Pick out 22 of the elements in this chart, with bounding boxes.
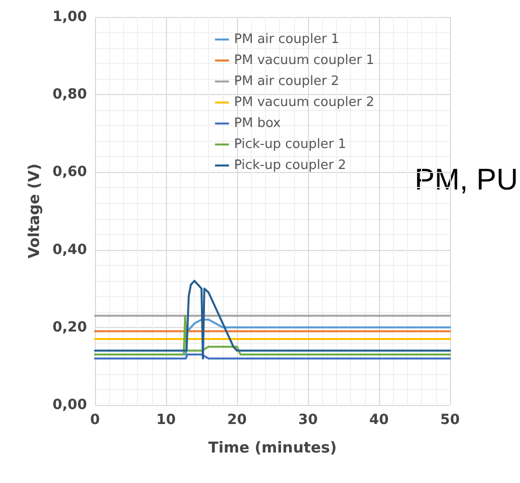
y-tick-label: 0,20 [52,319,88,336]
x-tick-label: 50 [440,412,460,428]
line-series [94,280,451,360]
legend-label: PM vacuum coupler 2 [234,95,374,110]
y-tick-label: 1,00 [52,9,88,25]
legend-label: PM air coupler 1 [234,32,340,47]
y-tick-label: 0,60 [52,164,88,180]
legend-label: PM air coupler 2 [234,74,340,89]
legend-label: Pick-up coupler 1 [234,137,346,152]
x-tick-label: 40 [369,412,389,428]
y-tick-label: 0,40 [52,242,88,258]
y-tick-label: 0,00 [52,397,88,413]
y-axis-title: Voltage (V) [25,164,44,258]
x-axis-title: Time (minutes) [208,438,337,456]
legend-label: Pick-up coupler 2 [234,158,346,173]
y-tick-label: 0,80 [52,86,88,103]
x-tick-label: 0 [90,412,100,428]
x-tick-label: 20 [227,412,247,428]
legend-label: PM box [234,116,281,131]
legend-label: PM vacuum coupler 1 [234,53,374,68]
x-tick-label: 30 [298,412,318,428]
x-tick-label: 10 [156,412,176,428]
